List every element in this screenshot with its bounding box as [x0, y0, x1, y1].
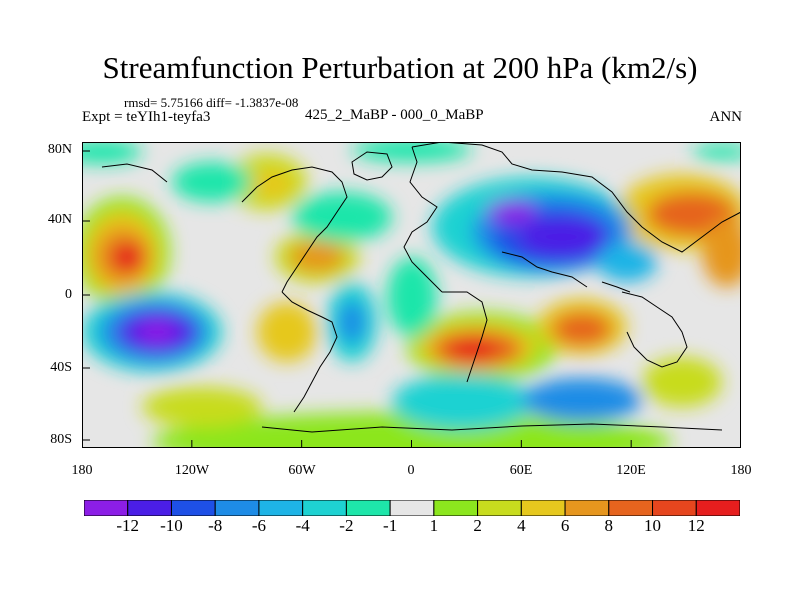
colorbar-swatch	[127, 500, 172, 516]
colorbar	[84, 500, 740, 516]
coastlines	[101, 142, 741, 433]
x-tick-label-120w: 120W	[174, 463, 210, 478]
page-title: Streamfunction Perturbation at 200 hPa (…	[102, 50, 698, 85]
y-tick-label-80s: 80S	[50, 432, 72, 447]
colorbar-swatch	[84, 500, 129, 516]
y-tick-label-0: 0	[65, 287, 72, 302]
x-tick-label-60w: 60W	[288, 463, 316, 478]
experiment-label: Expt = teYIh1-teyfa3	[82, 109, 211, 125]
colorbar-label: -1	[383, 516, 398, 535]
colorbar-swatch	[345, 500, 391, 516]
colorbar-swatch	[170, 500, 216, 516]
y-ticks	[82, 150, 90, 441]
colorbar-swatch	[433, 500, 479, 516]
y-tick-label-80n: 80N	[47, 142, 72, 157]
subtitle: 425_2_MaBP - 000_0_MaBP	[305, 107, 484, 123]
colorbar-swatch	[564, 500, 610, 516]
colorbar-label: -6	[251, 516, 266, 535]
x-tick-label-180w: 180	[71, 463, 93, 478]
x-tick-label-120e: 120E	[616, 463, 646, 478]
period-label: ANN	[709, 109, 743, 125]
stats-line: rmsd= 5.75166 diff= -1.3837e-08	[124, 95, 299, 110]
colorbar-swatch	[477, 500, 522, 516]
colorbar-label: 2	[473, 516, 482, 535]
colorbar-label: 6	[560, 516, 570, 535]
colorbar-label: -2	[339, 516, 354, 535]
colorbar-label: 10	[644, 516, 662, 535]
contour-map	[82, 142, 741, 448]
colorbar-label: 4	[517, 516, 526, 535]
colorbar-label: -10	[160, 516, 183, 535]
colorbar-label: -8	[208, 516, 223, 535]
colorbar-swatch	[214, 500, 260, 516]
colorbar-swatch	[389, 500, 435, 516]
x-tick-label-60e: 60E	[509, 463, 533, 478]
colorbar-label: -12	[116, 516, 140, 535]
x-tick-label-0: 0	[407, 463, 415, 478]
colorbar-swatch	[608, 500, 654, 516]
colorbar-label: 12	[687, 516, 705, 535]
x-ticks	[82, 440, 741, 448]
colorbar-label: 1	[429, 516, 439, 535]
colorbar-swatch	[652, 500, 697, 516]
colorbar-label: -4	[295, 516, 310, 535]
y-tick-label-40s: 40S	[50, 360, 72, 375]
x-tick-label-180e: 180	[730, 463, 752, 478]
colorbar-swatch	[302, 500, 347, 516]
field-layer	[82, 142, 741, 448]
colorbar-swatch	[520, 500, 566, 516]
colorbar-label: 8	[604, 516, 614, 535]
colorbar-swatch	[258, 500, 304, 516]
y-tick-label-40n: 40N	[47, 212, 72, 227]
colorbar-swatch	[695, 500, 740, 516]
